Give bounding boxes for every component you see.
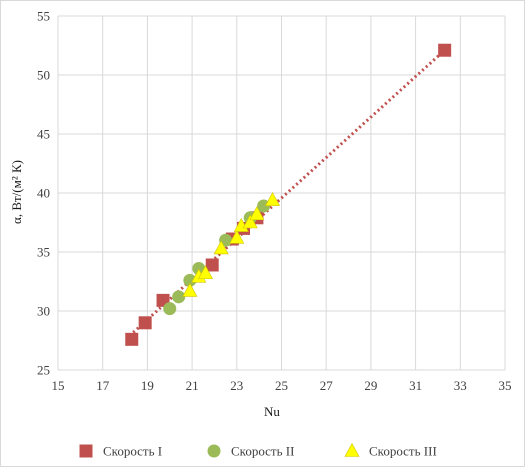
data-points bbox=[125, 43, 452, 346]
data-point-circle bbox=[163, 302, 177, 316]
x-tick-label: 35 bbox=[499, 378, 512, 393]
x-tick-label: 23 bbox=[230, 378, 243, 393]
legend-marker-square bbox=[79, 444, 93, 458]
x-tick-label: 19 bbox=[141, 378, 154, 393]
legend: Скорость I Скорость II Скорость III bbox=[79, 442, 437, 459]
y-tick-label: 55 bbox=[37, 9, 50, 24]
x-axis-title: Nu bbox=[264, 404, 280, 419]
y-tick-label: 40 bbox=[37, 186, 50, 201]
x-tick-label: 15 bbox=[52, 378, 65, 393]
y-axis-title: α, Вт/(м² К) bbox=[9, 160, 24, 224]
tick-labels: 15 17 19 21 23 25 27 29 31 33 35 25 30 35 40 45 50 55 bbox=[37, 9, 512, 394]
legend-marker-triangle bbox=[344, 442, 360, 457]
x-tick-label: 25 bbox=[275, 378, 288, 393]
legend-label: Скорость I bbox=[103, 444, 162, 459]
y-tick-label: 30 bbox=[37, 304, 50, 319]
data-point-triangle bbox=[249, 206, 265, 221]
trendline-layer bbox=[128, 49, 446, 337]
data-point-circle bbox=[172, 290, 186, 304]
x-tick-label: 29 bbox=[364, 378, 377, 393]
legend-marker-circle bbox=[207, 444, 221, 458]
data-point-square bbox=[438, 43, 452, 57]
data-point-triangle bbox=[213, 240, 229, 255]
x-tick-label: 33 bbox=[454, 378, 467, 393]
legend-label: Скорость II bbox=[231, 444, 294, 459]
data-point-triangle bbox=[182, 282, 198, 297]
series-3 bbox=[182, 191, 281, 297]
data-point-triangle bbox=[265, 191, 281, 206]
trendline bbox=[128, 49, 446, 337]
x-tick-label: 21 bbox=[186, 378, 199, 393]
gridlines bbox=[57, 15, 506, 371]
x-tick-label: 17 bbox=[96, 378, 110, 393]
y-tick-label: 35 bbox=[37, 245, 50, 260]
data-point-circle bbox=[183, 273, 197, 287]
y-tick-label: 25 bbox=[37, 363, 50, 378]
x-tick-label: 31 bbox=[409, 378, 422, 393]
data-point-triangle bbox=[229, 229, 245, 244]
data-point-square bbox=[138, 316, 152, 330]
y-tick-label: 45 bbox=[37, 127, 50, 142]
legend-label: Скорость III bbox=[369, 444, 437, 459]
data-point-square bbox=[125, 332, 139, 346]
x-tick-label: 27 bbox=[320, 378, 334, 393]
data-point-square bbox=[205, 258, 219, 272]
y-tick-label: 50 bbox=[37, 68, 50, 83]
data-point-triangle bbox=[198, 265, 214, 280]
data-point-triangle bbox=[242, 214, 258, 229]
